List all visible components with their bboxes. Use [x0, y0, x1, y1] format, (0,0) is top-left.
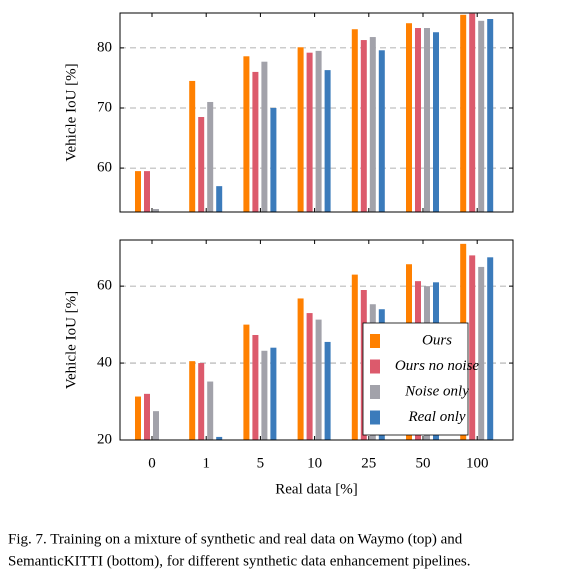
- bar: [469, 255, 476, 440]
- bar: [135, 171, 141, 212]
- y-tick-label: 70: [97, 99, 112, 115]
- bar: [198, 363, 205, 440]
- bar: [243, 56, 250, 212]
- x-tick-label: 5: [257, 455, 265, 471]
- bar: [189, 80, 196, 212]
- bar: [460, 14, 467, 213]
- legend-label: Ours: [422, 332, 452, 348]
- bar: [369, 37, 376, 212]
- bar: [487, 19, 494, 212]
- x-tick-label: 1: [202, 455, 210, 471]
- bar: [198, 117, 205, 212]
- bar: [297, 47, 304, 212]
- x-tick-label: 50: [416, 455, 431, 471]
- bar: [469, 13, 476, 212]
- bar: [478, 266, 485, 440]
- bar: [153, 411, 159, 440]
- plot-frame: [119, 12, 514, 213]
- bar: [261, 61, 268, 213]
- bar: [351, 29, 358, 212]
- bar: [270, 107, 277, 212]
- legend-swatch: [370, 334, 380, 348]
- bar: [378, 50, 385, 212]
- legend-label: Real only: [407, 409, 465, 425]
- bar: [216, 186, 223, 212]
- bar: [144, 171, 150, 212]
- bar: [252, 335, 259, 440]
- bar: [252, 71, 259, 212]
- bar: [270, 347, 277, 440]
- bar: [306, 52, 313, 212]
- x-tick-label: 25: [361, 455, 376, 471]
- bar: [487, 257, 494, 440]
- caption-line: Fig. 7. Training on a mixture of synthet…: [8, 531, 463, 547]
- y-tick-label: 40: [97, 355, 112, 371]
- bar: [135, 396, 141, 440]
- bar: [144, 393, 150, 440]
- x-tick-label: 100: [466, 455, 489, 471]
- y-tick-label: 20: [97, 431, 112, 447]
- legend-label: Noise only: [404, 383, 469, 399]
- bar: [306, 313, 313, 440]
- legend-swatch: [370, 410, 380, 425]
- x-tick-label: 10: [307, 455, 322, 471]
- bar: [406, 23, 412, 212]
- y-axis-label: Vehicle IoU [%]: [63, 291, 79, 389]
- caption-line: SemanticKITTI (bottom), for different sy…: [8, 553, 470, 569]
- y-tick-label: 60: [97, 160, 112, 176]
- bar: [315, 319, 322, 440]
- bar: [297, 298, 304, 440]
- legend-label: Ours no noise: [395, 358, 480, 374]
- bar: [324, 70, 331, 212]
- bar: [424, 28, 430, 212]
- bar: [315, 50, 322, 213]
- bar: [360, 40, 367, 212]
- bar: [478, 20, 485, 213]
- bar: [415, 28, 421, 212]
- x-tick-label: 0: [148, 455, 156, 471]
- bar: [216, 436, 223, 440]
- bar: [261, 350, 268, 440]
- bar: [433, 32, 439, 212]
- y-tick-label: 80: [97, 39, 112, 55]
- bar: [189, 361, 196, 440]
- plot-frame: [119, 239, 514, 441]
- legend-swatch: [370, 385, 380, 399]
- bar: [351, 274, 358, 440]
- y-axis-label: Vehicle IoU [%]: [63, 63, 79, 161]
- bar: [324, 341, 331, 440]
- bar: [243, 324, 250, 440]
- legend-swatch: [370, 359, 380, 374]
- bar: [207, 381, 214, 440]
- bar: [153, 208, 159, 212]
- y-tick-label: 60: [97, 278, 112, 294]
- bar: [207, 101, 214, 212]
- x-axis-label: Real data [%]: [275, 481, 357, 497]
- legend-box: [362, 322, 469, 436]
